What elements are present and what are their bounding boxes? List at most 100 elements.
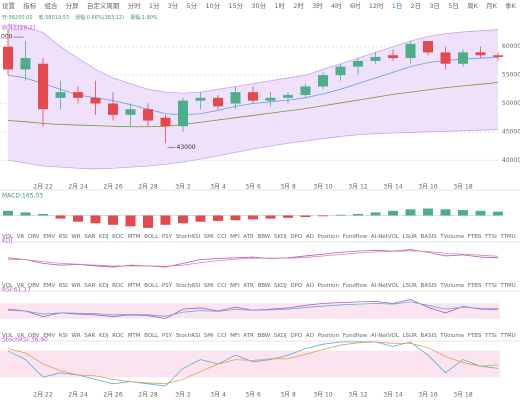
indicator-tab[interactable]: WR (71, 283, 81, 289)
indicator-tab[interactable]: Position (317, 283, 339, 289)
indicator-tab[interactable]: TTSI (484, 234, 497, 240)
indicator-tab[interactable]: Fundflow (342, 234, 368, 240)
indicator-tab[interactable]: Position (317, 333, 339, 339)
indicator-tab[interactable]: PSY (161, 333, 173, 339)
indicator-tab[interactable]: RSI (58, 283, 68, 289)
indicator-tab[interactable]: WR (71, 234, 81, 240)
indicator-tab[interactable]: MTM (127, 283, 141, 289)
indicator-tab[interactable]: VR (16, 234, 25, 240)
indicator-tab[interactable]: AI-NetVOL (370, 333, 399, 339)
toolbar-item[interactable]: 1日 (391, 2, 403, 10)
toolbar-item[interactable]: 6时 (349, 2, 361, 10)
indicator-tab[interactable]: SAR (84, 234, 96, 240)
indicator-tab[interactable]: RSI (58, 234, 68, 240)
indicator-tab[interactable]: ROC (112, 234, 125, 240)
indicator-tab[interactable]: EMV (43, 283, 56, 289)
indicator-tab[interactable]: KDJ (99, 333, 109, 339)
toolbar-item[interactable]: 2时 (293, 2, 304, 10)
indicator-tab[interactable]: CCI (217, 283, 227, 289)
indicator-tab[interactable]: SMI (203, 333, 214, 339)
indicator-tab[interactable]: WR (71, 333, 81, 339)
indicator-tab[interactable]: KDJ (99, 283, 109, 289)
indicator-tab[interactable]: SKDJ (273, 234, 287, 240)
toolbar-item[interactable]: 1时 (274, 2, 286, 10)
indicator-tab[interactable]: SKDJ (273, 333, 287, 339)
toolbar-item[interactable]: 1分 (148, 2, 160, 10)
indicator-tab[interactable]: VOL (2, 283, 14, 289)
indicator-tab[interactable]: FTBS (467, 234, 482, 240)
indicator-tab[interactable]: EMV (43, 234, 56, 240)
toolbar-item[interactable]: 季K (505, 2, 516, 10)
indicator-tab[interactable]: Fundflow (342, 283, 368, 289)
indicator-tab[interactable]: KDJ (99, 234, 109, 240)
indicator-tab[interactable]: SMI (203, 234, 214, 240)
indicator-tab[interactable]: BBW (257, 234, 271, 240)
indicator-tab[interactable]: LSUR (402, 333, 417, 339)
indicator-tab[interactable]: DPO (290, 283, 303, 289)
indicator-tab[interactable]: VOL (2, 234, 14, 240)
toolbar-item[interactable]: 分时 (127, 2, 141, 10)
indicator-tab[interactable]: MFI (230, 333, 240, 339)
indicator-tab[interactable]: OBV (27, 333, 40, 339)
toolbar-item[interactable]: 3日 (429, 2, 441, 10)
indicator-tab[interactable]: ATR (243, 333, 254, 339)
toolbar-item[interactable]: 周K (467, 2, 478, 10)
indicator-tab[interactable]: ROC (112, 283, 125, 289)
indicator-tab[interactable]: Fundflow (342, 333, 368, 339)
indicator-tab[interactable]: SAR (84, 333, 96, 339)
indicator-tab[interactable]: MFI (230, 283, 240, 289)
toolbar-item[interactable]: 自定义周期 (86, 2, 120, 10)
toolbar-item[interactable]: 月K (486, 2, 497, 10)
indicator-tab[interactable]: BOLL (144, 333, 159, 339)
toolbar-item[interactable]: 5日 (448, 2, 459, 10)
indicator-tab[interactable]: FTBS (467, 283, 482, 289)
indicator-tab[interactable]: MFI (230, 234, 240, 240)
indicator-tab[interactable]: ATR (243, 283, 254, 289)
indicator-tab[interactable]: TTMU (500, 333, 516, 339)
indicator-tab[interactable]: ROC (112, 333, 125, 339)
indicator-tab[interactable]: ATR (243, 234, 254, 240)
toolbar-item[interactable]: 4时 (330, 2, 342, 10)
indicator-tab[interactable]: PSY (161, 234, 173, 240)
indicator-tab[interactable]: BOLL (144, 283, 159, 289)
toolbar-item[interactable]: 3时 (312, 2, 323, 10)
indicator-tab[interactable]: VR (16, 283, 25, 289)
toolbar-item[interactable]: 设置 (2, 2, 15, 10)
indicator-tab[interactable]: VOL (2, 333, 14, 339)
indicator-tab[interactable]: AI-NetVOL (370, 283, 399, 289)
indicator-tab[interactable]: TTSI (484, 333, 497, 339)
indicator-tab[interactable]: StochRSI (175, 234, 201, 240)
indicator-tab[interactable]: BASIS (420, 283, 437, 289)
indicator-tab[interactable]: TTMU (500, 283, 516, 289)
toolbar-item[interactable]: 12时 (368, 2, 384, 10)
indicator-tab[interactable]: DPO (290, 333, 303, 339)
indicator-tab[interactable]: OBV (27, 283, 40, 289)
indicator-tab[interactable]: SAR (84, 283, 96, 289)
indicator-tab[interactable]: AO (305, 234, 314, 240)
toolbar-item[interactable]: 30分 (251, 2, 267, 10)
toolbar-item[interactable]: 2日 (410, 2, 422, 10)
indicator-tab[interactable]: PSY (161, 283, 173, 289)
toolbar-item[interactable]: 组合 (44, 2, 58, 10)
indicator-tab[interactable]: TTMU (500, 234, 516, 240)
indicator-tab[interactable]: FTBS (467, 333, 482, 339)
indicator-tab[interactable]: TVolume (440, 333, 465, 339)
indicator-tab[interactable]: OBV (27, 234, 40, 240)
indicator-tab[interactable]: DPO (290, 234, 303, 240)
indicator-tab[interactable]: VR (16, 333, 25, 339)
indicator-tab[interactable]: AO (305, 283, 314, 289)
indicator-tab[interactable]: StochRSI (175, 283, 201, 289)
toolbar-item[interactable]: 10分 (205, 2, 221, 10)
toolbar-item[interactable]: 指标 (23, 2, 37, 10)
indicator-tab[interactable]: EMV (43, 333, 56, 339)
indicator-tab[interactable]: BBW (257, 283, 271, 289)
indicator-tab[interactable]: TVolume (440, 234, 465, 240)
indicator-tab[interactable]: AI-NetVOL (370, 234, 399, 240)
indicator-tab[interactable]: MTM (127, 234, 141, 240)
indicator-tab[interactable]: TTSI (484, 283, 497, 289)
indicator-tab[interactable]: CCI (217, 234, 227, 240)
indicator-tab[interactable]: BASIS (420, 234, 437, 240)
toolbar-item[interactable]: 3分 (167, 2, 179, 10)
indicator-tab[interactable]: TVolume (440, 283, 465, 289)
indicator-tab[interactable]: BASIS (420, 333, 437, 339)
